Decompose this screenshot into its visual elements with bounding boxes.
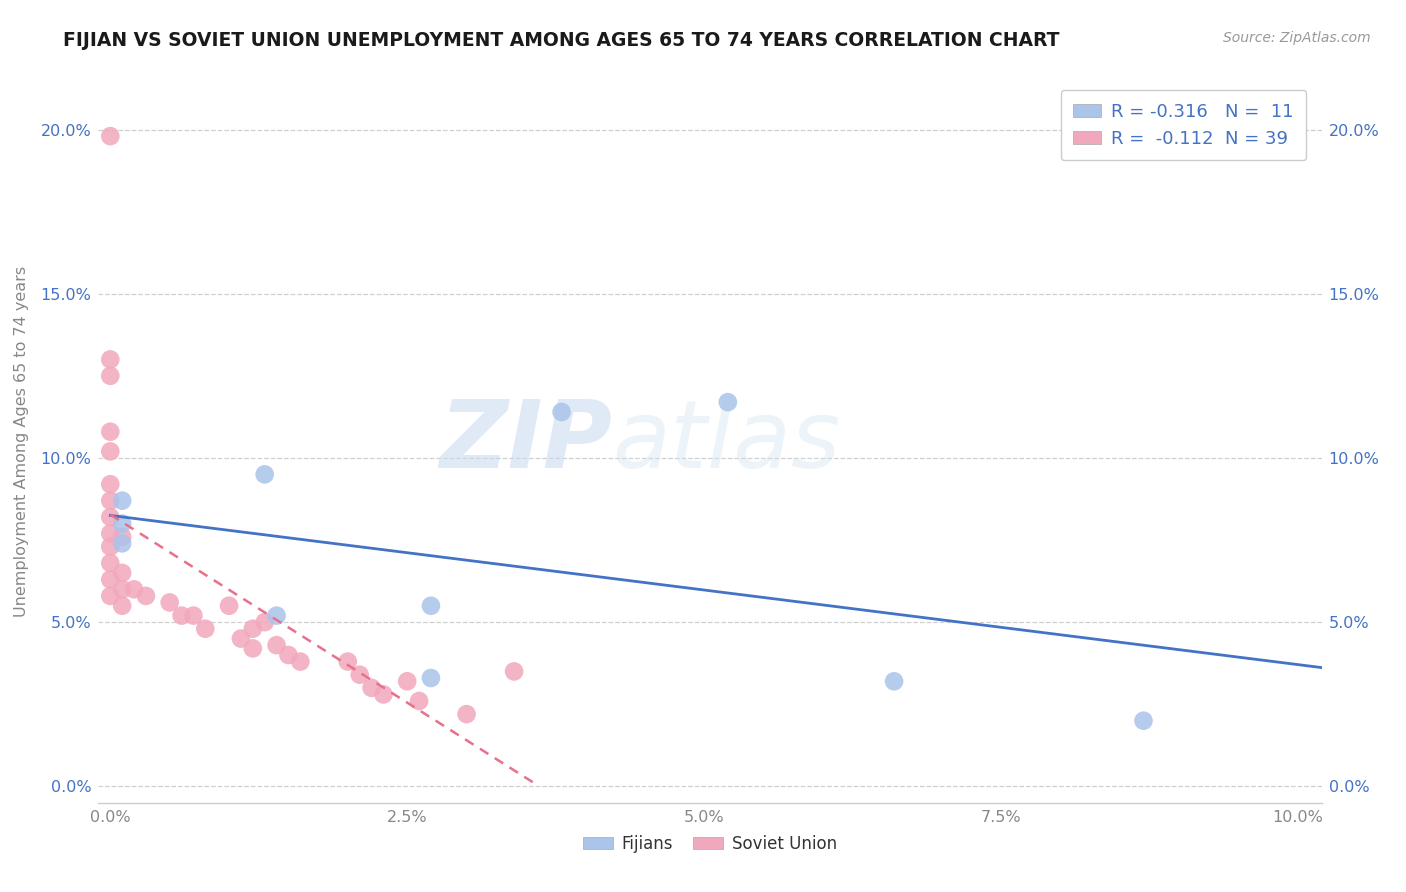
Point	[111, 493, 134, 508]
Point	[98, 444, 121, 458]
Point	[111, 516, 134, 531]
Point	[373, 687, 395, 701]
Point	[98, 129, 121, 144]
Point	[420, 671, 443, 685]
Point	[349, 667, 371, 681]
Text: atlas: atlas	[612, 396, 841, 487]
Point	[717, 395, 740, 409]
Point	[111, 599, 134, 613]
Point	[111, 530, 134, 544]
Point	[277, 648, 299, 662]
Point	[98, 352, 121, 367]
Point	[550, 405, 572, 419]
Point	[266, 608, 288, 623]
Point	[266, 638, 288, 652]
Point	[883, 674, 905, 689]
Point	[111, 536, 134, 550]
Point	[336, 655, 359, 669]
Point	[253, 615, 276, 630]
Text: ZIP: ZIP	[439, 395, 612, 488]
Point	[98, 425, 121, 439]
Text: Source: ZipAtlas.com: Source: ZipAtlas.com	[1223, 31, 1371, 45]
Legend: Fijians, Soviet Union: Fijians, Soviet Union	[576, 828, 844, 860]
Point	[122, 582, 145, 597]
Point	[194, 622, 217, 636]
Point	[170, 608, 193, 623]
Point	[360, 681, 382, 695]
Point	[98, 556, 121, 570]
Point	[98, 493, 121, 508]
Y-axis label: Unemployment Among Ages 65 to 74 years: Unemployment Among Ages 65 to 74 years	[14, 266, 30, 617]
Point	[253, 467, 276, 482]
Point	[229, 632, 252, 646]
Point	[111, 566, 134, 580]
Point	[242, 641, 264, 656]
Point	[218, 599, 240, 613]
Point	[396, 674, 419, 689]
Point	[98, 573, 121, 587]
Point	[290, 655, 312, 669]
Point	[98, 510, 121, 524]
Point	[98, 477, 121, 491]
Point	[1132, 714, 1154, 728]
Point	[242, 622, 264, 636]
Point	[135, 589, 157, 603]
Text: FIJIAN VS SOVIET UNION UNEMPLOYMENT AMONG AGES 65 TO 74 YEARS CORRELATION CHART: FIJIAN VS SOVIET UNION UNEMPLOYMENT AMON…	[63, 31, 1060, 50]
Point	[503, 665, 526, 679]
Point	[420, 599, 443, 613]
Point	[408, 694, 430, 708]
Point	[98, 526, 121, 541]
Point	[456, 707, 478, 722]
Point	[98, 589, 121, 603]
Point	[98, 368, 121, 383]
Point	[98, 540, 121, 554]
Point	[159, 595, 181, 609]
Point	[183, 608, 205, 623]
Point	[111, 582, 134, 597]
